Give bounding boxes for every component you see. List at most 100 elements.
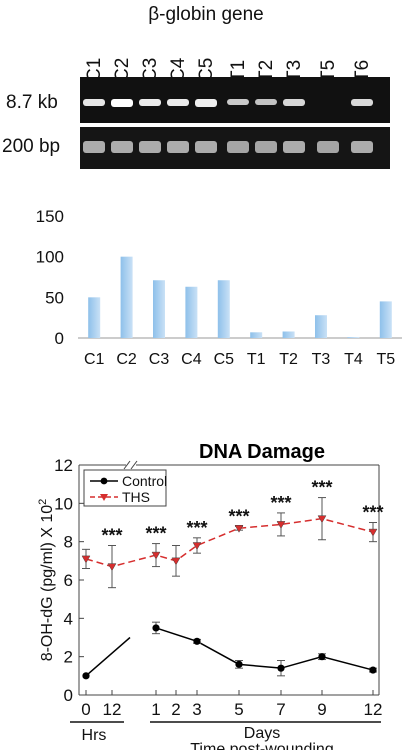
gel-band-top — [167, 99, 189, 107]
x-group-label-days: Days — [244, 725, 280, 742]
bar-x-tick-label: C2 — [116, 351, 137, 368]
bar — [153, 280, 165, 338]
gel-band-top — [255, 99, 277, 106]
legend-ths-label: THS — [122, 489, 150, 505]
gel-band-top — [111, 99, 133, 107]
gel-panel-top — [80, 77, 390, 123]
legend-control-marker — [100, 477, 108, 485]
bar-x-tick-label: T2 — [279, 351, 298, 368]
gel-size-label-bottom: 200 bp — [2, 136, 61, 157]
bar-x-tick-label: T1 — [247, 351, 266, 368]
x-tick-label: 5 — [234, 700, 243, 719]
significance-marker: *** — [228, 506, 249, 526]
x-tick-label: 7 — [276, 700, 285, 719]
y-tick-label: 8 — [64, 533, 73, 552]
gel-band-top — [83, 99, 105, 107]
y-tick-label: 10 — [54, 494, 73, 513]
x-tick-label: 2 — [171, 700, 180, 719]
bar-y-tick-label: 150 — [36, 207, 64, 226]
y-axis-label-exponent: 2 — [37, 499, 49, 505]
x-group-label-hrs: Hrs — [82, 727, 107, 744]
y-axis-label: 8-OH-dG (pg/ml) X 102 — [37, 499, 56, 662]
control-point — [318, 653, 326, 661]
axis-break-top — [123, 460, 131, 470]
ths-series-line — [85, 517, 374, 568]
gel-band-bottom — [83, 141, 105, 153]
control-series-line — [85, 636, 131, 677]
x-tick-label: 12 — [103, 700, 122, 719]
significance-marker: *** — [270, 493, 291, 513]
y-tick-label: 6 — [64, 571, 73, 590]
ths-point — [107, 563, 117, 572]
bar — [217, 280, 230, 338]
ths-point — [192, 542, 202, 551]
control-point — [152, 624, 160, 632]
bar-y-tick-label: 50 — [45, 288, 64, 307]
legend-ths-marker — [100, 494, 108, 501]
ths-point — [151, 551, 161, 560]
significance-marker: *** — [311, 478, 332, 498]
gel-band-bottom — [195, 141, 217, 153]
y-tick-label: 12 — [54, 456, 73, 475]
gel-band-bottom — [283, 141, 305, 153]
ths-point — [276, 521, 286, 529]
bar — [88, 297, 101, 338]
gel-band-bottom — [167, 141, 189, 153]
x-tick-label: 9 — [317, 700, 326, 719]
bar-chart: 0 50 100 150 C1 C2 C3 C4 C5 T1 T2 T3 T4 T5 — [36, 207, 402, 368]
legend-box — [83, 469, 167, 507]
gel-band-top — [227, 99, 249, 106]
bar-x-tick-label: C4 — [181, 351, 202, 368]
y-tick-label: 2 — [64, 648, 73, 667]
significance-marker: *** — [362, 503, 383, 523]
ths-point — [368, 528, 378, 537]
gel-band-top — [195, 99, 217, 107]
gel-band-top — [351, 99, 373, 106]
bar-y-tick-label: 100 — [36, 248, 64, 267]
bar-x-tick-label: T3 — [312, 351, 331, 368]
ths-point — [171, 557, 181, 566]
x-tick-label: 12 — [364, 700, 383, 719]
control-point — [277, 664, 285, 672]
ths-point — [81, 555, 91, 564]
gel-band-bottom — [227, 141, 249, 153]
y-tick-label: 0 — [64, 686, 73, 705]
bar-y-tick-label: 0 — [55, 329, 64, 348]
gel-band-top — [139, 99, 161, 107]
x-tick-label: 1 — [151, 700, 160, 719]
gel-panel-bottom — [80, 127, 390, 169]
gel-band-bottom — [111, 141, 133, 153]
bar-x-tick-label: C1 — [84, 351, 105, 368]
gel-band-bottom — [255, 141, 277, 153]
y-tick-label: 4 — [64, 609, 73, 628]
x-tick-label: 3 — [192, 700, 201, 719]
gel-band-top — [283, 99, 305, 106]
bar — [379, 301, 392, 338]
significance-marker: *** — [145, 524, 166, 544]
control-point — [369, 666, 377, 674]
axis-break-top — [130, 460, 138, 470]
bar — [250, 332, 263, 338]
gel-band-bottom — [351, 141, 373, 153]
bar — [185, 286, 198, 338]
ths-point — [317, 515, 327, 524]
ths-point — [234, 525, 244, 533]
gel-size-label-top: 8.7 kb — [6, 92, 58, 113]
significance-marker: *** — [186, 518, 207, 538]
significance-marker: *** — [101, 526, 122, 546]
bar — [315, 315, 327, 338]
bar — [347, 337, 360, 338]
gel-band-bottom — [139, 141, 161, 153]
control-point — [193, 637, 201, 645]
gel-band-bottom — [317, 141, 339, 153]
legend-control-label: Control — [122, 473, 167, 489]
bar — [120, 256, 133, 338]
x-tick-label: 0 — [81, 700, 90, 719]
bar — [282, 331, 295, 338]
axis-break-gap-top — [126, 461, 136, 469]
bar-x-tick-label: T5 — [376, 351, 395, 368]
control-point — [235, 660, 243, 668]
control-series-line — [155, 627, 374, 671]
